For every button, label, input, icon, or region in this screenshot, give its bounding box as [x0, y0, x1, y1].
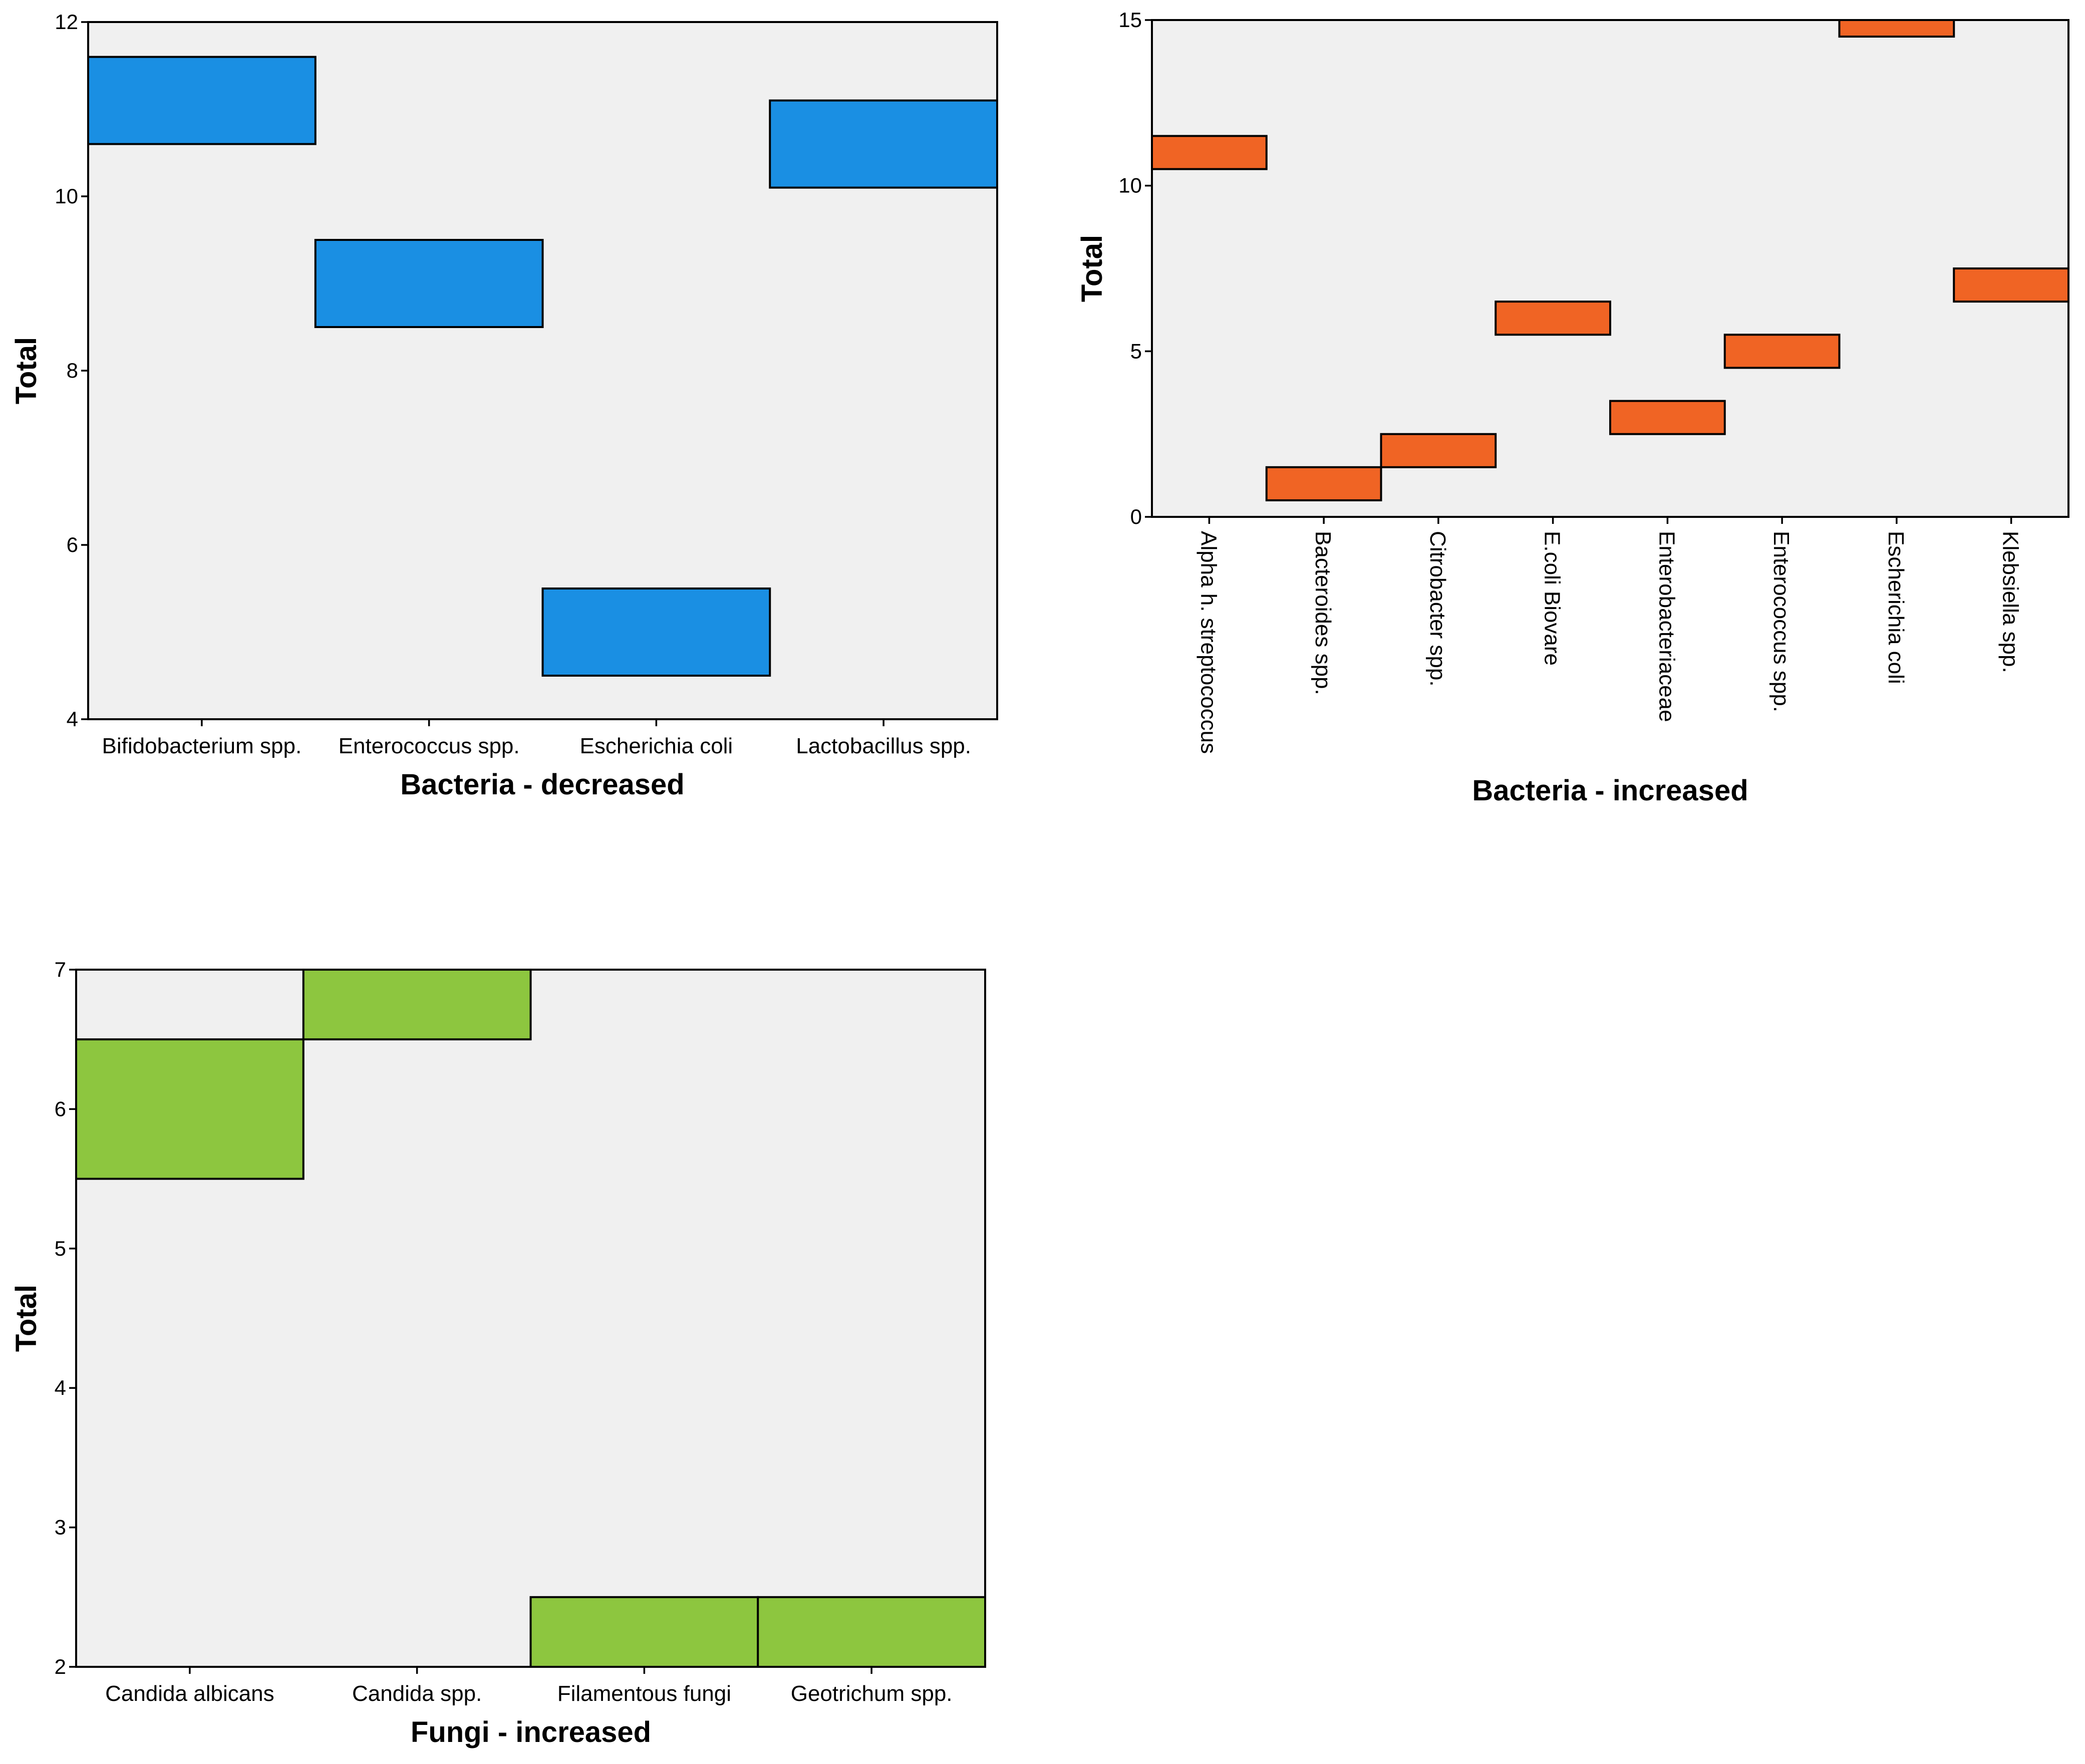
x-category-label: Enterobacteriaceae	[1654, 531, 1679, 722]
bar	[757, 1596, 986, 1668]
x-category-label: Candida spp.	[352, 1681, 482, 1706]
bars-group	[75, 969, 986, 1668]
bar	[75, 1038, 305, 1180]
x-axis-title: Fungi - increased	[411, 1716, 651, 1748]
x-category-label: Alpha h. streptococcus	[1196, 531, 1221, 754]
bar	[314, 239, 544, 328]
y-tick-label: 8	[67, 359, 78, 382]
x-axis: Candida albicans Candida spp. Filamentous …	[105, 1667, 953, 1706]
y-axis: 4 6 8 10 12	[55, 10, 88, 731]
x-category-label: Klebsiella spp.	[1998, 531, 2023, 673]
bar	[87, 56, 317, 145]
x-category-label: Bifidobacterium spp.	[102, 734, 302, 758]
y-tick-label: 2	[55, 1655, 66, 1678]
y-tick-label: 7	[55, 958, 66, 981]
y-tick-label: 3	[55, 1516, 66, 1539]
y-axis: 0 5 10 15	[1118, 8, 1152, 528]
bar	[529, 1596, 759, 1668]
y-tick-label: 12	[55, 10, 78, 34]
y-axis-title: Total	[1076, 235, 1108, 302]
y-tick-label: 6	[55, 1097, 66, 1120]
x-category-label: Citrobacter spp.	[1425, 531, 1450, 687]
x-category-label: Escherichia coli	[580, 734, 733, 758]
bar	[1151, 135, 1268, 170]
bar	[1609, 400, 1726, 435]
y-tick-label: 15	[1118, 8, 1142, 32]
bar	[541, 587, 771, 677]
x-category-label: Bacteroides spp.	[1311, 531, 1335, 695]
y-tick-label: 5	[55, 1237, 66, 1260]
chart-bacteria-decreased: 4 6 8 10 12 Bifidobacterium spp. Enterococcus…	[10, 10, 998, 801]
y-tick-label: 0	[1130, 505, 1142, 528]
bar	[1838, 19, 1955, 38]
x-axis: Alpha h. streptococcus Bacteroides spp. Ci…	[1196, 517, 2023, 754]
chart-bacteria-increased: 0 5 10 15 Alpha h. streptococcus Bacteroides…	[1076, 8, 2069, 807]
x-category-label: Enterococcus spp.	[1769, 531, 1794, 712]
bar	[302, 969, 532, 1041]
x-category-label: Enterococcus spp.	[339, 734, 520, 758]
y-axis-title: Total	[10, 337, 43, 404]
plot-area	[1151, 19, 2069, 518]
x-category-label: Candida albicans	[105, 1681, 274, 1706]
y-tick-label: 4	[67, 707, 78, 731]
y-tick-label: 10	[1118, 174, 1142, 197]
bar	[769, 99, 998, 189]
bars-group	[1151, 19, 2069, 501]
x-axis-title: Bacteria - increased	[1472, 774, 1748, 807]
bars-group	[87, 56, 998, 677]
bar	[1495, 301, 1611, 336]
bar	[1723, 334, 1841, 369]
bar	[1953, 267, 2069, 303]
bar	[1380, 433, 1497, 468]
y-axis-title: Total	[10, 1285, 43, 1352]
y-tick-label: 4	[55, 1376, 66, 1399]
x-axis-title: Bacteria - decreased	[400, 768, 684, 801]
y-tick-label: 5	[1130, 339, 1142, 363]
x-category-label: Geotrichum spp.	[791, 1681, 953, 1706]
chart-fungi-increased: 2 3 4 5 6 7 Candida albicans Candida spp. Filam…	[10, 958, 986, 1748]
y-axis: 2 3 4 5 6 7	[55, 958, 76, 1678]
x-category-label: Filamentous fungi	[557, 1681, 731, 1706]
x-axis: Bifidobacterium spp. Enterococcus spp. Esc…	[102, 719, 971, 758]
x-category-label: Escherichia coli	[1884, 531, 1908, 684]
x-category-label: E.coli Biovare	[1540, 531, 1565, 666]
y-tick-label: 6	[67, 533, 78, 556]
bar	[1265, 466, 1382, 501]
x-category-label: Lactobacillus spp.	[796, 734, 971, 758]
y-tick-label: 10	[55, 184, 78, 208]
